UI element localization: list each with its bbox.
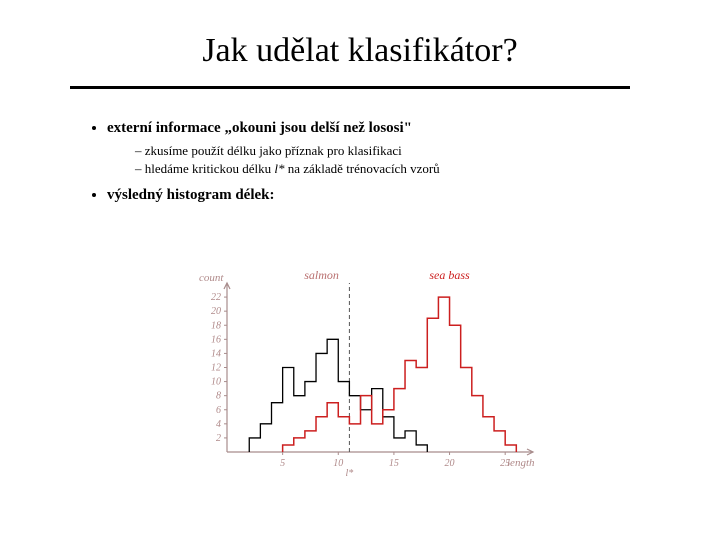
bullet-1-sub-2: hledáme kritickou délku l* na základě tr… — [135, 160, 655, 178]
svg-text:6: 6 — [216, 405, 221, 416]
svg-text:length: length — [507, 457, 535, 469]
svg-text:l*: l* — [346, 468, 354, 479]
svg-text:22: 22 — [211, 292, 221, 303]
svg-text:8: 8 — [216, 391, 221, 402]
chart-svg: 246810121416182022510152025l*salmonsea b… — [185, 265, 545, 480]
svg-text:15: 15 — [389, 458, 399, 469]
svg-text:10: 10 — [333, 458, 343, 469]
svg-text:5: 5 — [280, 458, 285, 469]
svg-text:20: 20 — [211, 306, 221, 317]
bullet-1-text: externí informace „okouni jsou delší než… — [107, 120, 412, 136]
slide: Jak udělat klasifikátor? externí informa… — [0, 0, 720, 540]
bullet-2: výsledný histogram délek: — [107, 185, 655, 205]
bullet-1-sub-1: zkusíme použít délku jako příznak pro kl… — [135, 142, 655, 160]
svg-text:2: 2 — [216, 433, 221, 444]
svg-text:18: 18 — [211, 320, 221, 331]
bullet-list: externí informace „okouni jsou delší než… — [85, 118, 655, 206]
svg-text:16: 16 — [211, 334, 221, 345]
histogram-chart: 246810121416182022510152025l*salmonsea b… — [185, 265, 545, 480]
svg-text:20: 20 — [445, 458, 455, 469]
svg-text:count: count — [199, 272, 224, 284]
svg-text:4: 4 — [216, 419, 221, 430]
slide-title: Jak udělat klasifikátor? — [0, 32, 720, 70]
svg-text:sea bass: sea bass — [429, 268, 470, 282]
title-underline — [70, 86, 630, 89]
svg-text:14: 14 — [211, 348, 221, 359]
content-block: externí informace „okouni jsou delší než… — [85, 118, 655, 210]
bullet-1-sublist: zkusíme použít délku jako příznak pro kl… — [107, 142, 655, 177]
svg-text:10: 10 — [211, 377, 221, 388]
bullet-1: externí informace „okouni jsou delší než… — [107, 118, 655, 177]
svg-text:salmon: salmon — [304, 268, 339, 282]
svg-text:12: 12 — [211, 363, 221, 374]
